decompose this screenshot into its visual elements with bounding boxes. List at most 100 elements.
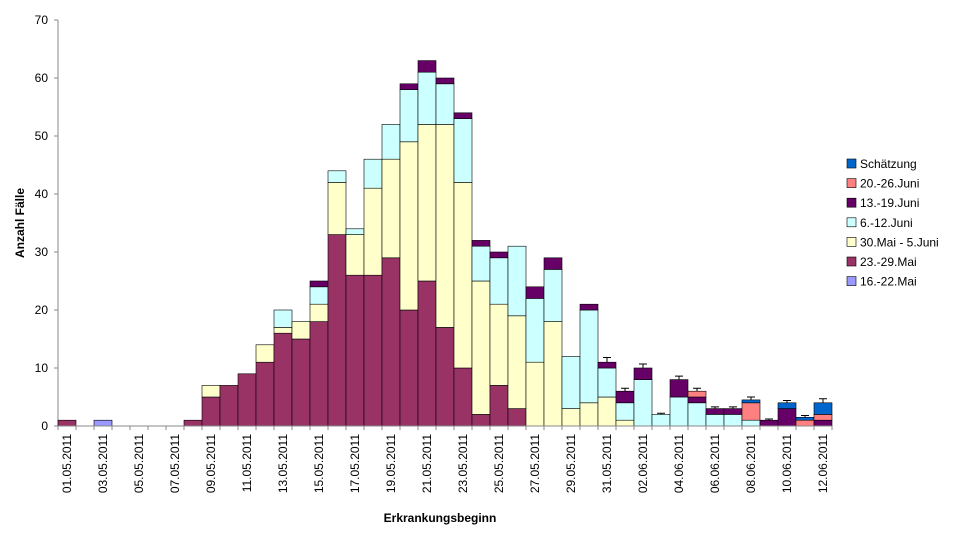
bar-segment — [273, 309, 293, 328]
error-bar — [711, 406, 719, 409]
bar-segment — [363, 187, 383, 276]
x-tick-label: 07.05.2011 — [168, 434, 182, 493]
bar-segment — [525, 298, 545, 363]
bar-segment — [561, 356, 581, 409]
legend-swatch — [846, 158, 857, 169]
bar-segment — [651, 414, 671, 427]
bar-segment — [669, 379, 689, 398]
bar-segment — [453, 112, 473, 119]
error-bar — [693, 387, 701, 392]
bar-segment — [435, 77, 455, 85]
x-tick-label: 08.06.2011 — [744, 434, 758, 493]
bar-segment — [687, 390, 707, 398]
bar-segment — [291, 338, 311, 427]
bar-segment — [489, 257, 509, 305]
bar-segment — [309, 286, 329, 305]
bar-segment — [363, 158, 383, 189]
x-tick-label: 15.05.2011 — [312, 434, 326, 493]
bar-segment — [759, 419, 779, 427]
y-tick-label: 70 — [35, 13, 49, 27]
bar-segment — [309, 280, 329, 288]
bar-segment — [453, 367, 473, 427]
bar-segment — [615, 390, 635, 404]
bar-segment — [201, 396, 221, 427]
y-tick-label: 30 — [35, 245, 49, 259]
bar-segment — [399, 89, 419, 143]
bar-segment — [615, 419, 635, 427]
bar-segment — [381, 257, 401, 427]
x-tick-label: 05.05.2011 — [132, 434, 146, 493]
bar-segment — [471, 414, 491, 427]
error-bar — [729, 406, 737, 409]
bar-segment — [417, 71, 437, 125]
legend-label: 20.-26.Juni — [860, 177, 919, 191]
bar-segment — [219, 385, 239, 427]
x-tick-label: 04.06.2011 — [672, 434, 686, 493]
y-tick-label: 20 — [35, 303, 49, 317]
bar-segment — [489, 251, 509, 259]
bar-segment — [597, 396, 617, 427]
bar-segment — [597, 367, 617, 398]
bar-segment — [93, 419, 113, 427]
x-tick-label: 21.05.2011 — [420, 434, 434, 493]
x-tick-label: 01.05.2011 — [60, 434, 74, 493]
bar-segment — [471, 240, 491, 247]
legend-label: 13.-19.Juni — [860, 196, 919, 210]
bar-segment — [327, 170, 347, 183]
bar-segment — [399, 141, 419, 311]
x-tick-label: 31.05.2011 — [600, 434, 614, 493]
bar-segment — [381, 158, 401, 259]
bar-segment — [381, 124, 401, 160]
bar-segment — [435, 327, 455, 427]
bar-segment — [507, 408, 527, 427]
bar-segment — [525, 361, 545, 427]
bar-segment — [525, 286, 545, 299]
x-tick-label: 03.05.2011 — [96, 434, 110, 493]
error-bar — [639, 363, 647, 368]
bar-segment — [471, 245, 491, 282]
bar-segment — [507, 245, 527, 317]
bar-segment — [633, 379, 653, 427]
bar-segment — [579, 303, 599, 311]
x-tick-label: 13.05.2011 — [276, 434, 290, 493]
error-bar — [675, 375, 683, 380]
bar-segment — [741, 419, 761, 427]
error-bar — [783, 399, 791, 403]
bar-segment — [345, 234, 365, 276]
error-bar — [603, 357, 611, 363]
bar-segment — [543, 257, 563, 270]
bar-segment — [813, 402, 833, 415]
bar-segment — [561, 408, 581, 427]
bar-segment — [309, 321, 329, 427]
bar-segment — [399, 83, 419, 90]
error-bar — [657, 412, 665, 415]
x-tick-label: 23.05.2011 — [456, 434, 470, 493]
bar-segment — [669, 396, 689, 427]
bar-segment — [237, 373, 257, 427]
bar-segment — [327, 182, 347, 235]
y-tick-label: 40 — [35, 187, 49, 201]
bar-segment — [579, 402, 599, 427]
x-tick-label: 25.05.2011 — [492, 434, 506, 493]
bar-segment — [741, 402, 761, 421]
bar-segment — [633, 367, 653, 380]
bar-segment — [777, 408, 797, 427]
bar-segment — [453, 118, 473, 183]
error-bar — [621, 387, 629, 392]
bar-segment — [417, 124, 437, 282]
bar-segment — [615, 402, 635, 421]
x-tick-label: 10.06.2011 — [780, 434, 794, 493]
bar-segment — [327, 234, 347, 427]
bar-segment — [687, 402, 707, 427]
x-tick-label: 11.05.2011 — [240, 434, 254, 493]
error-bar — [801, 415, 809, 418]
y-tick-label: 50 — [35, 129, 49, 143]
error-bar — [765, 418, 773, 421]
bar-segment — [813, 414, 833, 421]
bar-segment — [453, 182, 473, 369]
bar-segment — [705, 414, 725, 427]
bar-segment — [363, 274, 383, 427]
bar-segment — [543, 269, 563, 322]
